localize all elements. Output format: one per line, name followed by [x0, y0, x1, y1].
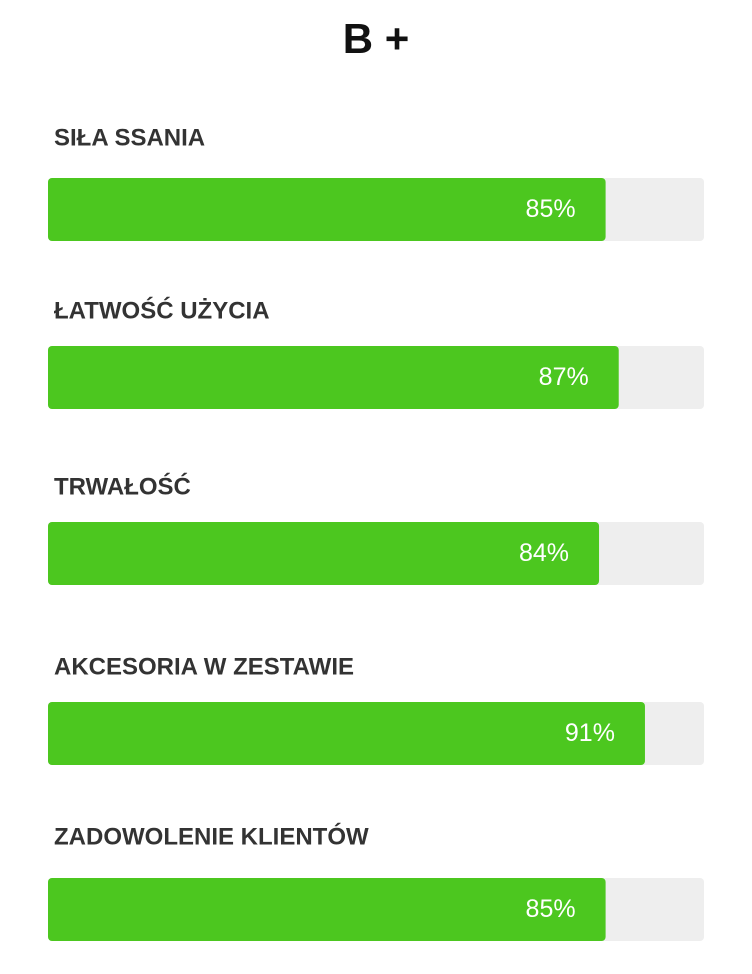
bar: [48, 178, 606, 241]
category-label: ŁATWOŚĆ UŻYCIA: [54, 296, 270, 324]
value-label: 87%: [539, 363, 589, 391]
bar: [48, 878, 606, 941]
category-label: SIŁA SSANIA: [54, 124, 205, 151]
value-label: 91%: [565, 719, 615, 747]
category-label: ZADOWOLENIE KLIENTÓW: [54, 822, 369, 850]
bar: [48, 346, 619, 409]
category-label: AKCESORIA W ZESTAWIE: [54, 653, 354, 680]
category-label: TRWAŁOŚĆ: [54, 472, 191, 500]
bar: [48, 522, 600, 585]
value-label: 85%: [526, 895, 576, 923]
value-label: 84%: [519, 539, 569, 567]
bar: [48, 702, 645, 765]
grade-title: B +: [343, 15, 410, 62]
value-label: 85%: [526, 195, 576, 223]
